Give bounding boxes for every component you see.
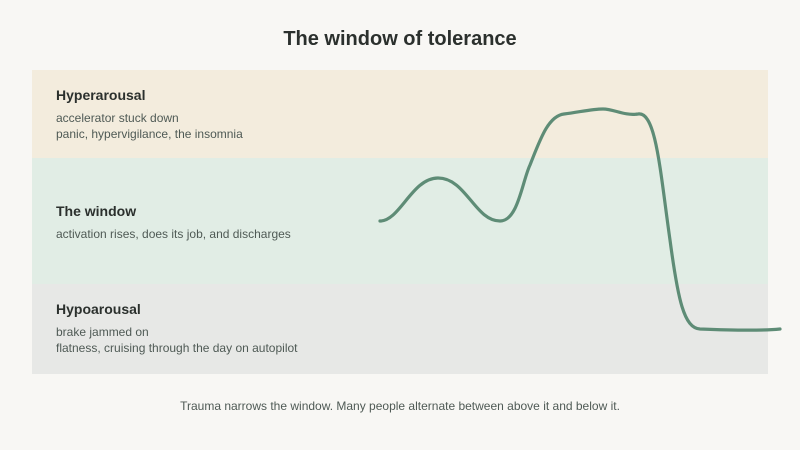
hypoarousal-text: Hypoarousal brake jammed on flatness, cr… — [56, 301, 298, 356]
window-line-1: activation rises, does its job, and disc… — [56, 227, 291, 241]
hypoarousal-label: Hypoarousal — [56, 301, 141, 317]
hypoarousal-line-2: flatness, cruising through the day on au… — [56, 341, 298, 355]
hyperarousal-label: Hyperarousal — [56, 87, 146, 103]
hyperarousal-line-1: accelerator stuck down — [56, 111, 179, 125]
hyperarousal-line-2: panic, hypervigilance, the insomnia — [56, 127, 243, 141]
diagram-title: The window of tolerance — [283, 28, 517, 50]
hypoarousal-line-1: brake jammed on — [56, 325, 149, 339]
hyperarousal-zone: Hyperarousal accelerator stuck down pani… — [32, 70, 768, 158]
hyperarousal-text: Hyperarousal accelerator stuck down pani… — [56, 87, 243, 142]
arousal-zones: Hyperarousal accelerator stuck down pani… — [32, 70, 768, 374]
window-text: The window activation rises, does its jo… — [56, 203, 291, 242]
window-zone: The window activation rises, does its jo… — [32, 158, 768, 284]
diagram-caption: Trauma narrows the window. Many people a… — [180, 399, 620, 413]
hypoarousal-zone: Hypoarousal brake jammed on flatness, cr… — [32, 284, 768, 374]
window-label: The window — [56, 203, 137, 219]
